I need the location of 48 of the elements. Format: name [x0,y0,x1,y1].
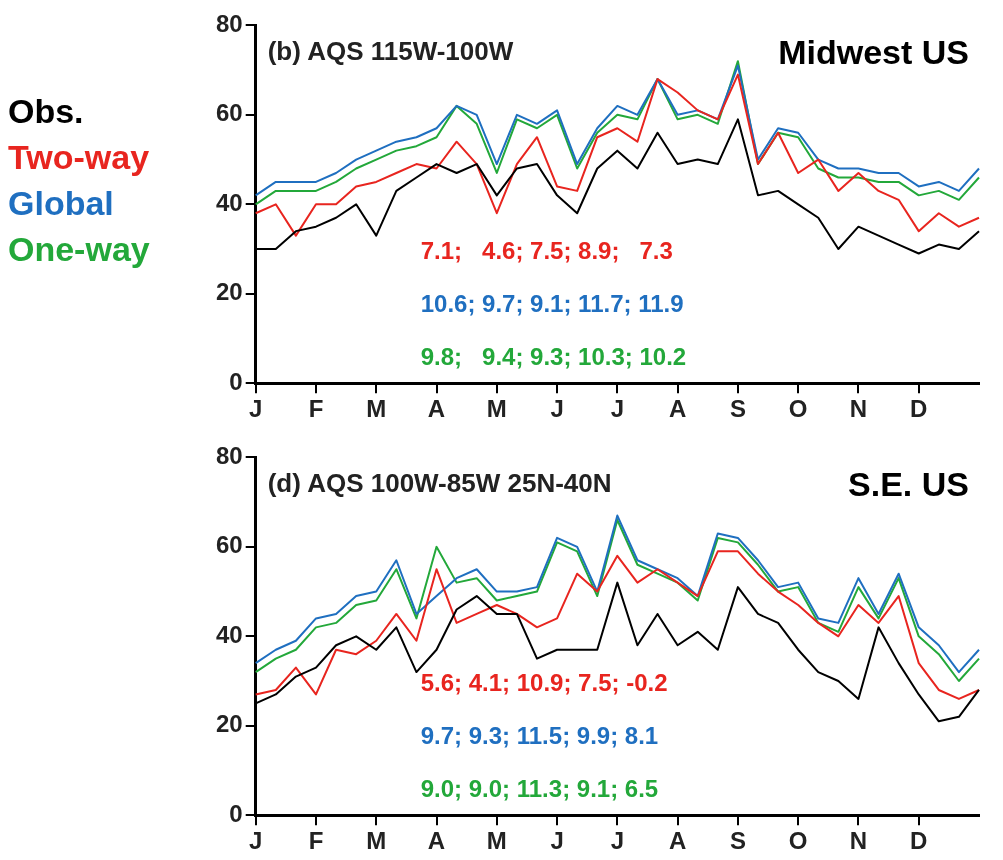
chart-title: (b) AQS 115W-100W [267,35,514,66]
annotation: 5.6; 4.1; 10.9; 7.5; -0.2 [420,669,668,697]
annotation: 9.0; 9.0; 11.3; 9.1; 6.5 [420,775,659,803]
y-tick-label: 20 [215,278,243,306]
x-tick-label: M [366,395,387,423]
annotation: 9.8; 9.4; 9.3; 10.3; 10.2 [420,343,687,371]
y-tick-label: 80 [215,10,243,38]
text: Obs. [8,91,85,132]
x-tick-label: J [610,395,625,423]
y-tick-label: 40 [215,620,243,648]
text: Global [8,183,115,224]
x-tick-label: D [910,827,928,855]
annotation: Midwest US [778,32,969,71]
x-tick-label: J [249,395,263,423]
annotation: S.E. US [848,464,969,503]
x-tick-label: J [249,827,263,855]
x-tick-label: A [668,827,687,855]
x-tick-label: N [849,395,868,423]
y-tick-label: 20 [215,710,243,738]
x-tick-label: A [427,827,446,855]
text: Two-way [8,137,151,178]
x-tick-label: N [849,827,868,855]
y-tick-label: 60 [215,99,243,127]
x-tick-label: M [366,827,387,855]
x-tick-label: D [910,395,928,423]
x-tick-label: A [427,395,446,423]
x-tick-label: J [550,395,564,423]
x-tick-label: O [788,827,808,855]
x-tick-label: M [486,827,507,855]
x-tick-label: F [308,827,324,855]
y-tick-label: 0 [229,799,243,827]
text: One-way [8,229,151,270]
x-tick-label: F [308,395,324,423]
x-tick-label: S [729,395,746,423]
y-tick-label: 80 [215,442,243,470]
y-tick-label: 60 [215,531,243,559]
annotation: 7.1; 4.6; 7.5; 8.9; 7.3 [420,237,673,265]
x-tick-label: S [729,827,746,855]
annotation: 9.7; 9.3; 11.5; 9.9; 8.1 [420,722,659,750]
y-tick-label: 0 [229,367,243,395]
x-tick-label: J [610,827,625,855]
x-tick-label: A [668,395,687,423]
x-tick-label: J [550,827,564,855]
x-tick-label: O [788,395,808,423]
chart-title: (d) AQS 100W-85W 25N-40N [267,467,612,498]
y-tick-label: 40 [215,188,243,216]
x-tick-label: M [486,395,507,423]
annotation: 10.6; 9.7; 9.1; 11.7; 11.9 [420,290,684,318]
